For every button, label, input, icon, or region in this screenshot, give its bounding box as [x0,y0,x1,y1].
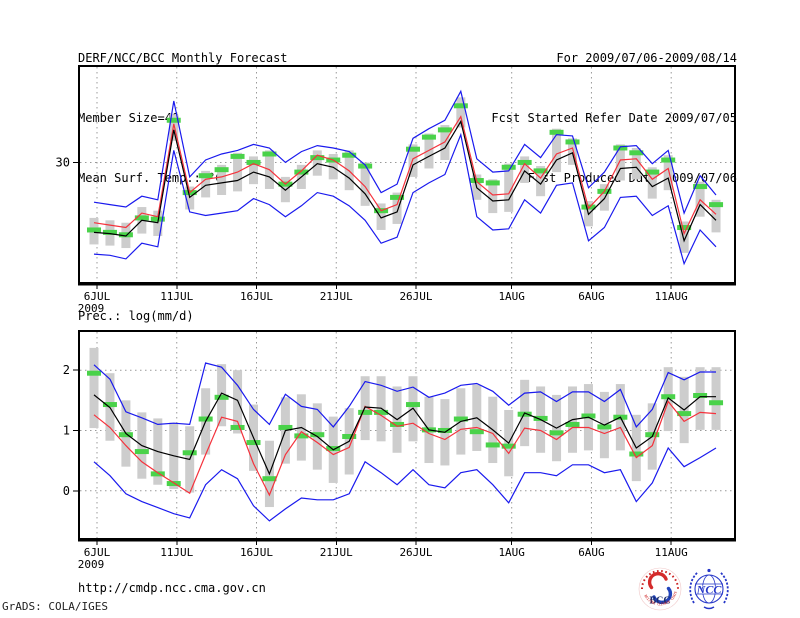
ensemble-spread-bar [456,97,466,128]
bcc-logo: BCC BEIJING CLIMATE CENTER [637,567,682,611]
ensemble-spread-bar [711,367,721,430]
grads-credit: GrADS: COLA/IGES [2,600,108,613]
x-tick-label: 6AUG [578,546,605,559]
y-tick-label: 2 [63,363,70,377]
ensemble-spread-bar [647,167,657,199]
ncc-logo-text: NCC [696,583,723,597]
ensemble-spread-bar [89,347,99,429]
plot-frame [78,65,736,284]
ncc-logo: NCC [689,568,729,610]
ensemble-spread-bar [520,156,530,183]
x-tick-label: 11AUG [655,290,688,303]
ensemble-max-line [93,362,716,428]
x-tick-label: 26JUL [399,290,432,303]
x-tick-label: 11JUL [160,546,193,559]
x-tick-label: 16JUL [240,290,273,303]
ensemble-spread-bar [711,199,721,233]
ensemble-spread-bar [360,162,370,206]
x-tick-label: 26JUL [399,546,432,559]
ensemble-max-line [93,89,717,215]
ensemble-mean-line [93,392,716,476]
ncc-logo-wreath-tie [703,606,715,610]
ensemble-median-line [93,400,717,497]
ensemble-spread-bar [201,170,211,198]
y-tick-label: 30 [56,155,70,169]
ensemble-spread-bar [695,367,705,430]
prec-chart-title: Prec.: log(mm/d) [78,309,194,323]
x-tick-label: 6AUG [578,290,605,303]
y-tick-label: 1 [63,423,70,437]
ensemble-spread-bar [504,163,514,212]
chart-1: 6JUL 11JUL 16JUL 21JUL 26JUL 1AUG 6AUG 11AUG 200… [63,330,736,571]
fcst-started-label: Fcst Started Refer Date 2009/07/05 [491,111,737,125]
x-tick-label: 1AUG [498,546,525,559]
bcc-logo-text: BCC [649,596,670,607]
ensemble-spread-bar [663,155,673,191]
ensemble-spread-bar [615,144,625,181]
ensemble-spread-bar [552,128,562,173]
bcc-logo-red-swirl [647,572,668,590]
ensemble-spread-bar [408,144,418,177]
ncc-logo-meridian [702,574,716,604]
x-tick-label: 16JUL [240,546,273,559]
ensemble-spread-bar [536,166,546,197]
member-size-label: Member Size=40 [78,111,180,125]
x-tick-label: 21JUL [320,546,353,559]
ncc-logo-wreath-left [689,571,699,604]
ensemble-min-line [93,132,717,266]
chart-0: 6JUL 11JUL 16JUL 21JUL 26JUL 1AUG 6AUG 11AUG 200… [56,65,736,315]
x-tick-label: 11AUG [655,546,688,559]
ensemble-median-line [93,115,717,236]
ensemble-spread-bar [679,221,689,253]
ensemble-spread-bar [631,147,641,180]
x-tick-label: 6JUL [84,290,111,303]
ensemble-spread-bar [376,203,386,230]
ensemble-spread-bar [568,138,577,165]
x-axis-year-label: 2009 [78,558,105,571]
ensemble-spread-bar [217,164,227,195]
ensemble-spread-bar [312,150,322,176]
ensemble-spread-bar [249,156,258,185]
bcc-logo-blue-swirl [652,586,673,604]
ensemble-spread-bar [392,192,402,224]
ensemble-spread-bar [328,154,338,180]
website-url: http://cmdp.ncc.cma.gov.cn [78,581,266,595]
y-tick-label: 0 [63,484,70,498]
x-tick-label: 21JUL [320,290,353,303]
ensemble-spread-bar [488,179,498,214]
plot-frame [78,330,736,540]
forecast-range-label: For 2009/07/06-2009/08/14 [556,51,737,65]
ensemble-mean-line [93,119,717,243]
ncc-logo-top-mark [707,568,711,573]
ensemble-spread-bar [153,210,163,236]
ensemble-min-line [93,446,717,522]
x-tick-label: 11JUL [160,290,193,303]
x-tick-label: 6JUL [84,546,111,559]
x-tick-label: 1AUG [498,290,525,303]
report-title: DERF/NCC/BCC Monthly Forecast [78,51,288,65]
x-axis-year-label: 2009 [78,302,105,315]
ncc-logo-wreath-right [719,571,729,604]
